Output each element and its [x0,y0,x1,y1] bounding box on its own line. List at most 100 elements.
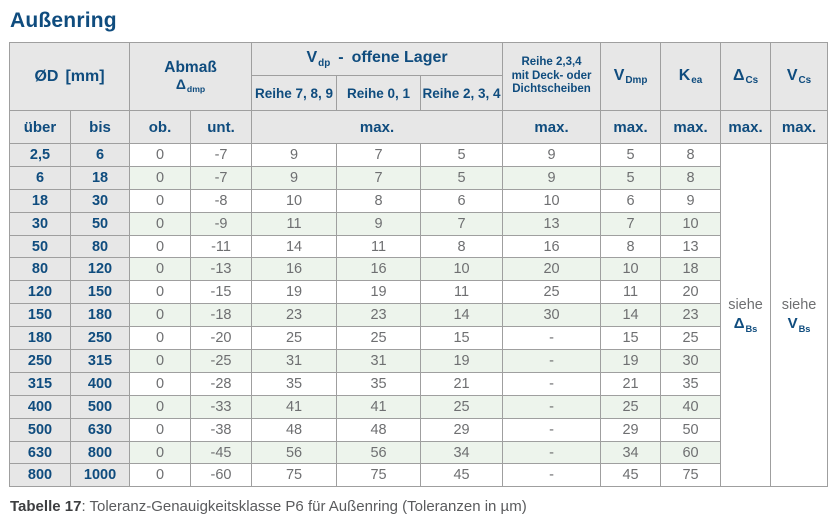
value-cell: 30 [502,303,602,328]
value-cell: 25 [600,394,662,419]
range-cell: 120 [9,280,71,305]
table-row: 2,5 6 0 -7 9 7 5 9 5 8 siehe ΔBs siehe VBs [9,142,829,488]
range-cell: 80 [69,234,131,259]
range-cell: 400 [69,371,131,396]
value-cell: -33 [190,394,253,419]
value-cell: 35 [336,371,422,396]
value-cell: 41 [251,394,338,419]
col-header-reihe-789: Reihe 7, 8, 9 [251,75,338,111]
value-cell: -13 [190,257,253,282]
value-cell: 8 [600,234,662,259]
value-cell: - [502,349,602,373]
value-cell: 9 [251,143,338,167]
value-cell: 19 [600,349,662,373]
value-cell: 8 [660,165,722,190]
value-cell: 16 [251,257,338,282]
value-cell: 6 [420,188,504,213]
value-cell: 0 [129,143,192,167]
table-row: 18 30 0 -8 10 8 6 10 6 9 [9,188,828,213]
table-row: 180 250 0 -20 25 25 15-15 25 [9,326,828,351]
table-row: 800 1000 0 -60 75 75 45-45 75 [9,463,828,488]
value-cell: 50 [660,417,722,442]
value-cell: 41 [336,394,422,419]
value-cell: -28 [190,371,253,396]
value-cell: 7 [336,165,422,190]
col-header-vdp-group: Vdp - offene Lager [251,42,504,76]
value-cell: -18 [190,303,253,328]
range-cell: 315 [69,349,131,373]
table-row: 315 400 0 -28 35 35 21-21 35 [9,371,828,396]
value-cell: - [502,394,602,419]
col-header-ob: ob. [129,110,192,144]
value-cell: 75 [336,463,422,488]
value-cell: 8 [336,188,422,213]
value-cell: 16 [502,234,602,259]
col-header-unt: unt. [190,110,253,144]
value-cell: 0 [129,188,192,213]
value-cell: 45 [600,463,662,488]
table-caption: Tabelle 17: Toleranz-Genauigkeitsklasse … [10,498,827,515]
value-cell: 10 [600,257,662,282]
range-cell: 6 [9,165,71,190]
value-cell: 75 [660,463,722,488]
value-cell: 56 [251,440,338,465]
value-cell: -60 [190,463,253,488]
range-cell: 250 [9,349,71,373]
value-cell: 19 [251,280,338,305]
value-cell: 19 [336,280,422,305]
value-cell: - [502,440,602,465]
value-cell: 8 [660,143,722,167]
value-cell: 25 [660,326,722,351]
value-cell: 0 [129,371,192,396]
range-cell: 2,5 [9,143,71,167]
value-cell: 0 [129,303,192,328]
value-cell: - [502,371,602,396]
value-cell: 8 [420,234,504,259]
value-cell: 21 [420,371,504,396]
value-cell: 10 [660,211,722,236]
value-cell: 0 [129,440,192,465]
table-row: 400 500 0 -33 41 41 25-25 40 [9,394,828,419]
value-cell: 7 [420,211,504,236]
value-cell: 10 [251,188,338,213]
range-cell: 630 [69,417,131,442]
table-row: 630 800 0 -45 56 56 34-34 60 [9,440,828,465]
value-cell: 14 [251,234,338,259]
range-cell: 50 [69,211,131,236]
table-row: 30 50 0 -9 11 9 7 13 7 10 [9,211,828,236]
col-header-delta-cs: ΔCs [720,42,772,111]
value-cell: 10 [502,188,602,213]
range-cell: 250 [69,326,131,351]
value-cell: 23 [660,303,722,328]
range-cell: 120 [69,257,131,282]
range-cell: 30 [69,188,131,213]
range-cell: 315 [9,371,71,396]
tolerance-table: ØD [mm] Abmaß Δdmp Vdp - offene Lager Reihe… [8,42,829,488]
delta-bs-reference: ΔBs [733,315,758,334]
value-cell: 0 [129,394,192,419]
value-cell: 13 [502,211,602,236]
value-cell: 0 [129,280,192,305]
col-header-vdmp: VDmp [600,42,662,111]
value-cell: - [502,463,602,488]
value-cell: 34 [600,440,662,465]
value-cell: 7 [336,143,422,167]
max-label-deck: max. [502,110,602,144]
table-row: 250 315 0 -25 31 31 19-19 30 [9,349,828,373]
abmass-label: Abmaß [164,59,217,77]
value-cell: 14 [420,303,504,328]
col-header-bis: bis [69,110,131,144]
value-cell: 29 [600,417,662,442]
table-header: ØD [mm] Abmaß Δdmp Vdp - offene Lager Reihe… [8,42,829,144]
value-cell: 35 [660,371,722,396]
diameter-symbol: ØD [34,67,59,85]
value-cell: 15 [600,326,662,351]
value-cell: 45 [420,463,504,488]
value-cell: 48 [251,417,338,442]
diameter-unit: [mm] [65,67,105,85]
value-cell: 31 [336,349,422,373]
max-label-vdp: max. [251,110,504,144]
value-cell: 11 [336,234,422,259]
range-cell: 800 [69,440,131,465]
range-cell: 150 [69,280,131,305]
